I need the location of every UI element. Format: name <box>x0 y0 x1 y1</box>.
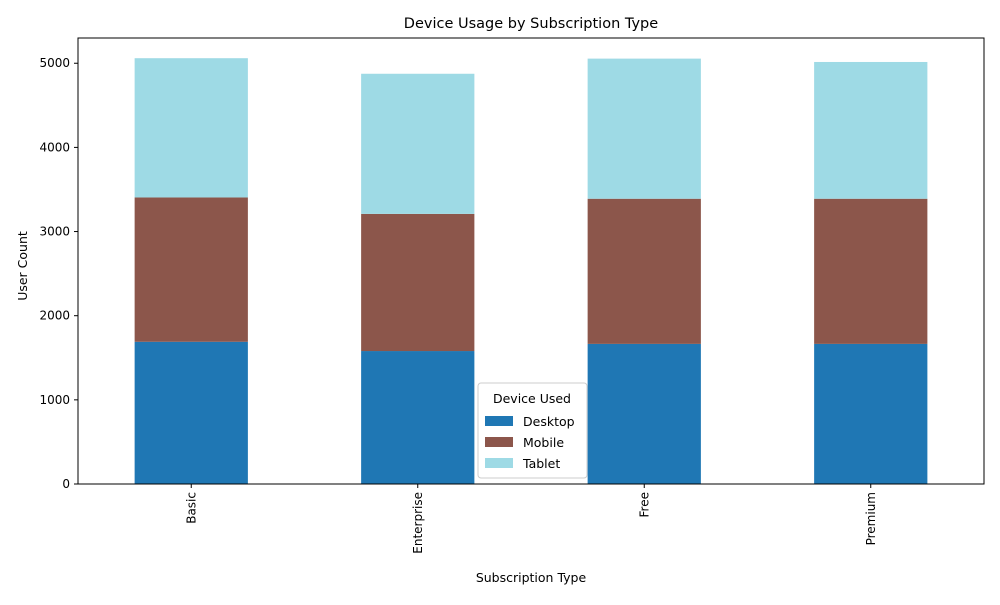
x-tick-label-basic: Basic <box>184 492 198 524</box>
legend-swatch-desktop <box>485 416 513 426</box>
plot-frame <box>77 37 985 485</box>
y-tick-label: 5000 <box>39 56 70 70</box>
x-tick-label-premium: Premium <box>864 492 878 545</box>
bar-tablet-basic <box>134 58 248 198</box>
x-axis-label: Subscription Type <box>476 570 587 585</box>
x-tick-label-enterprise: Enterprise <box>411 492 425 554</box>
bar-desktop-premium <box>814 343 928 484</box>
legend-swatch-mobile <box>485 437 513 447</box>
bar-desktop-free <box>587 343 701 484</box>
chart-title: Device Usage by Subscription Type <box>404 16 658 32</box>
x-tick-label-free: Free <box>637 492 651 517</box>
y-tick-label: 3000 <box>39 225 70 239</box>
bar-tablet-enterprise <box>361 73 475 214</box>
bars-group <box>134 58 928 484</box>
legend-label-mobile: Mobile <box>523 435 564 450</box>
axes-group: 0 1000 2000 3000 4000 5000 Basic Enterprise Free… <box>39 37 985 554</box>
bar-mobile-enterprise <box>361 213 475 352</box>
legend-frame <box>477 382 588 479</box>
legend-title: Device Used <box>493 391 571 406</box>
y-tick-label: 1000 <box>39 393 70 407</box>
legend-label-desktop: Desktop <box>523 414 575 429</box>
y-tick-label: 4000 <box>39 140 70 154</box>
bar-mobile-basic <box>134 197 248 342</box>
y-axis-label: User Count <box>15 231 30 301</box>
bar-mobile-premium <box>814 198 928 344</box>
y-tick-label: 0 <box>62 477 70 491</box>
bar-tablet-premium <box>814 61 928 199</box>
legend-label-tablet: Tablet <box>522 456 560 471</box>
bar-desktop-enterprise <box>361 351 475 484</box>
legend: Device Used Desktop Mobile Tablet <box>477 382 588 479</box>
legend-swatch-tablet <box>485 458 513 468</box>
bar-desktop-basic <box>134 341 248 484</box>
bar-tablet-free <box>587 58 701 199</box>
y-tick-label: 2000 <box>39 309 70 323</box>
bar-mobile-free <box>587 198 701 344</box>
